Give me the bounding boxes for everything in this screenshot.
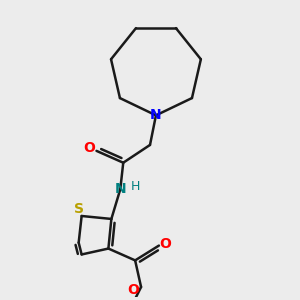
Text: O: O [83, 141, 95, 155]
Text: N: N [150, 108, 162, 122]
Text: H: H [130, 180, 140, 193]
Text: S: S [74, 202, 84, 216]
Text: O: O [128, 283, 140, 297]
Text: N: N [115, 182, 126, 196]
Text: O: O [159, 237, 171, 251]
